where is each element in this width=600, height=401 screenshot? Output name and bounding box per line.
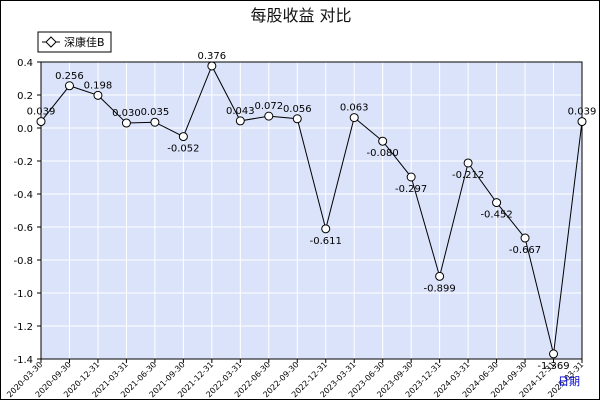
data-label: 0.039 bbox=[568, 107, 597, 118]
data-point-marker bbox=[264, 111, 274, 121]
data-point-marker bbox=[577, 117, 587, 127]
data-point-marker bbox=[150, 117, 160, 127]
plot-area bbox=[41, 62, 582, 359]
chart-title: 每股收益 对比 bbox=[250, 6, 351, 25]
y-tick-label: -0.4 bbox=[13, 190, 33, 201]
data-point-marker bbox=[463, 158, 473, 168]
data-label: 0.035 bbox=[141, 107, 170, 118]
legend-box bbox=[37, 31, 112, 53]
plot-border bbox=[40, 61, 583, 360]
data-label: -0.899 bbox=[424, 283, 456, 294]
data-label: 0.039 bbox=[27, 107, 56, 118]
data-point-marker bbox=[349, 113, 359, 123]
y-tick-label: 0.0 bbox=[17, 124, 33, 135]
data-label: 0.063 bbox=[340, 103, 369, 114]
y-tick-label: 0.4 bbox=[17, 58, 33, 69]
data-point-marker bbox=[520, 233, 530, 243]
legend-diamond-marker bbox=[45, 36, 57, 48]
data-label: -0.667 bbox=[509, 245, 541, 256]
data-point-marker bbox=[64, 81, 74, 91]
data-label: -0.297 bbox=[395, 184, 427, 195]
legend-series-label: 深康佳B bbox=[64, 35, 105, 49]
data-point-marker bbox=[492, 198, 502, 208]
data-label: 0.256 bbox=[55, 71, 84, 82]
y-tick-label: -1.4 bbox=[13, 355, 33, 366]
y-tick-label: -0.8 bbox=[13, 256, 33, 267]
legend: 深康佳B bbox=[37, 31, 112, 53]
data-point-marker bbox=[406, 172, 416, 182]
y-tick-label: -1.0 bbox=[13, 289, 33, 300]
data-point-marker bbox=[235, 116, 245, 126]
data-label: -0.452 bbox=[480, 210, 512, 221]
y-tick-label: -0.2 bbox=[13, 157, 33, 168]
data-point-marker bbox=[321, 224, 331, 234]
data-label: -0.052 bbox=[167, 144, 199, 155]
data-label: -0.611 bbox=[310, 236, 342, 247]
data-label: -0.080 bbox=[367, 148, 399, 159]
data-label: 0.072 bbox=[254, 101, 283, 112]
y-tick-label: 0.2 bbox=[17, 91, 33, 102]
y-tick-label: -1.2 bbox=[13, 322, 33, 333]
data-point-marker bbox=[178, 132, 188, 142]
data-label: 0.030 bbox=[112, 108, 141, 119]
data-label: 0.376 bbox=[198, 51, 227, 62]
data-point-marker bbox=[549, 349, 559, 359]
data-label: -1.369 bbox=[537, 361, 569, 372]
data-point-marker bbox=[121, 118, 131, 128]
y-tick-label: -0.6 bbox=[13, 223, 33, 234]
data-label: 0.056 bbox=[283, 104, 312, 115]
x-axis-title: 日期 bbox=[558, 375, 580, 388]
data-point-marker bbox=[378, 136, 388, 146]
data-label: 0.043 bbox=[226, 106, 255, 117]
data-point-marker bbox=[36, 117, 46, 127]
data-point-marker bbox=[292, 114, 302, 124]
data-point-marker bbox=[93, 90, 103, 100]
data-point-marker bbox=[207, 61, 217, 71]
axis-layer: 0.40.20.0-0.2-0.4-0.6-0.8-1.0-1.2-1.4202… bbox=[5, 58, 585, 399]
series-line bbox=[40, 64, 583, 355]
data-label: -0.212 bbox=[452, 170, 484, 181]
data-label: 0.198 bbox=[84, 80, 113, 91]
data-point-marker bbox=[435, 271, 445, 281]
series-layer bbox=[36, 61, 587, 359]
